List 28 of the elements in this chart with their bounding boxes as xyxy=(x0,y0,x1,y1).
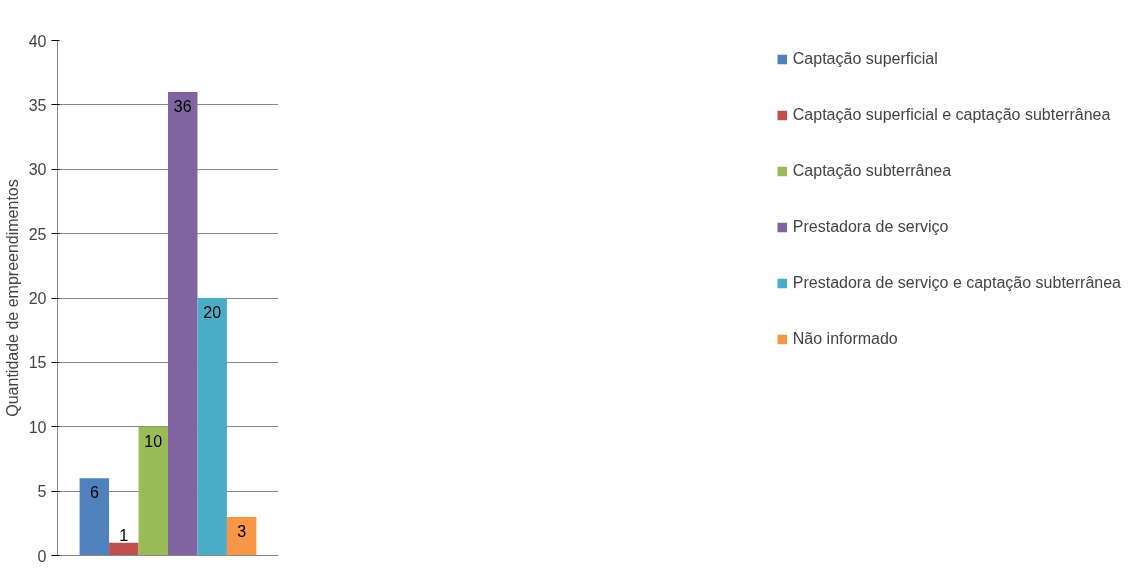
legend-label: Prestadora de serviço e captação subterrânea xyxy=(792,274,1121,292)
y-tick-label: 0 xyxy=(37,547,47,565)
legend-label: Captação subterrânea xyxy=(792,162,952,180)
y-tick-label: 10 xyxy=(28,418,47,436)
bar xyxy=(168,92,198,556)
data-label: 10 xyxy=(144,432,163,450)
y-tick-label: 15 xyxy=(28,354,47,372)
y-tick-label: 30 xyxy=(28,161,47,179)
legend-label: Captação superficial e captação subterrânea xyxy=(792,106,1111,124)
bar xyxy=(109,542,139,556)
bar xyxy=(79,478,110,556)
bar xyxy=(197,298,227,556)
data-label: 20 xyxy=(203,304,222,321)
y-tick-label: 40 xyxy=(28,32,47,50)
data-label: 36 xyxy=(173,98,192,115)
data-label: 6 xyxy=(89,484,99,502)
bar xyxy=(138,426,168,556)
legend-label: Captação superficial xyxy=(792,50,938,68)
y-tick-label: 5 xyxy=(37,483,47,501)
y-tick-label: 35 xyxy=(28,96,47,114)
y-axis-title: Quantidade de empreendimentos xyxy=(3,179,21,417)
data-label: 3 xyxy=(237,522,247,540)
y-tick-label: 20 xyxy=(28,290,47,307)
data-label: 1 xyxy=(119,526,129,544)
bar xyxy=(226,516,257,556)
y-tick-label: 25 xyxy=(28,225,47,243)
legend-label: Prestadora de serviço xyxy=(792,218,949,236)
legend-label: Não informado xyxy=(792,330,898,348)
